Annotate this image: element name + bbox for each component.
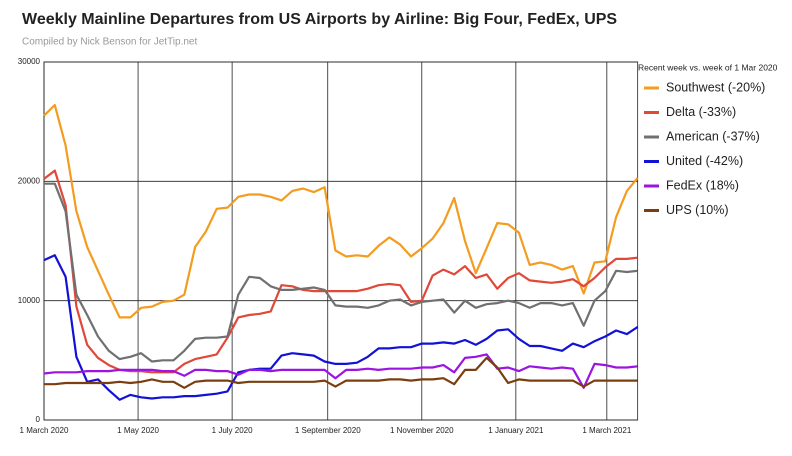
x-tick-label: 1 March 2020 — [20, 426, 69, 435]
y-tick-label: 30000 — [18, 57, 41, 66]
x-tick-label: 1 September 2020 — [295, 426, 361, 435]
x-tick-label: 1 November 2020 — [390, 426, 454, 435]
x-tick-label: 1 January 2021 — [488, 426, 544, 435]
y-tick-label: 0 — [36, 415, 41, 424]
legend-label: FedEx (18%) — [666, 178, 739, 192]
legend-label: Delta (-33%) — [666, 105, 736, 119]
y-tick-label: 20000 — [18, 176, 41, 185]
legend-label: American (-37%) — [666, 129, 760, 143]
series-line — [43, 353, 638, 389]
x-tick-label: 1 May 2020 — [117, 426, 159, 435]
chart-subtitle: Compiled by Nick Benson for JetTip.net — [22, 37, 197, 48]
plot-frame — [43, 61, 639, 421]
series-line — [43, 254, 639, 401]
legend-title: Recent week vs. week of 1 Mar 2020 — [638, 62, 778, 72]
legend-label: Southwest (-20%) — [666, 80, 765, 94]
series-line — [43, 169, 638, 374]
x-tick-label: 1 July 2020 — [212, 426, 253, 435]
x-tick-label: 1 March 2021 — [582, 426, 631, 435]
series-line — [44, 356, 638, 389]
chart-title: Weekly Mainline Departures from US Airpo… — [22, 11, 617, 28]
y-tick-label: 10000 — [18, 296, 41, 305]
series-line — [43, 103, 639, 319]
legend-label: United (-42%) — [666, 154, 743, 168]
series-line — [44, 182, 638, 363]
legend-label: UPS (10%) — [666, 203, 729, 217]
